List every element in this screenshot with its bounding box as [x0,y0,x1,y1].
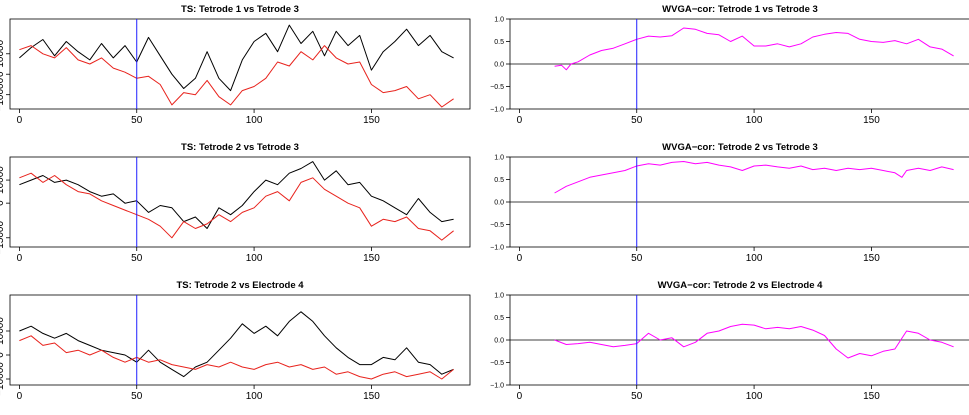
panel-6: WVGA−cor: Tetrode 2 vs Electrode 4 0 50 100… [490,280,969,402]
y-tick-label: −1.0 [490,107,504,114]
x-tick-label: 150 [863,115,880,126]
y-tick-label: −0.5 [490,222,504,229]
y-tick-label: 0 [0,200,6,206]
panel-3: TS: Tetrode 2 vs Tetrode 3 0 50 100 150 −1500… [0,142,471,264]
x-tick-label: 0 [17,253,23,264]
y-tick-label: −15000 [0,221,6,255]
x-tick-label: 50 [631,115,643,126]
plot-area [510,19,969,109]
x-tick-label: 150 [363,391,380,402]
series-line-2 [19,335,454,380]
y-tick-label: −1.0 [490,245,504,252]
y-tick-label: 0 [0,352,6,358]
panel-title: TS: Tetrode 1 vs Tetrode 3 [181,4,299,15]
x-axis: 0 50 100 150 [517,385,880,402]
x-tick-label: 50 [631,253,643,264]
series-line-1 [19,161,454,229]
y-axis: −15000 0 10000 [0,166,10,255]
series-line-2 [19,172,454,241]
x-tick-label: 150 [863,391,880,402]
x-tick-label: 150 [863,253,880,264]
y-tick-label: 1.0 [494,155,504,162]
x-tick-label: 50 [131,391,143,402]
series-line-1 [554,27,954,71]
x-tick-label: 0 [517,253,523,264]
x-axis: 0 50 100 150 [17,247,380,264]
y-tick-label: 10000 [0,39,6,67]
series-line-1 [19,24,454,92]
y-tick-label: −0.5 [490,360,504,367]
plot-frame [9,18,471,110]
plot-area [510,157,969,247]
x-axis: 0 50 100 150 [517,109,880,126]
x-tick-label: 100 [746,253,763,264]
y-tick-label: 0.0 [494,200,504,207]
x-tick-label: 150 [363,253,380,264]
x-tick-label: 100 [746,115,763,126]
panel-4: WVGA−cor: Tetrode 2 vs Tetrode 3 0 50 100 15… [490,142,969,264]
x-tick-label: 100 [246,115,263,126]
panel-5: TS: Tetrode 2 vs Electrode 4 0 50 100 150 −10… [0,280,471,402]
y-axis: −1.0 −0.5 0.0 0.5 1.0 [490,155,510,252]
x-tick-label: 0 [517,391,523,402]
y-tick-label: 10000 [0,166,6,194]
panel-title: TS: Tetrode 2 vs Electrode 4 [176,280,304,291]
x-tick-label: 0 [517,115,523,126]
plot-area [19,295,454,385]
x-tick-label: 100 [746,391,763,402]
x-tick-label: 100 [246,253,263,264]
y-axis: −10000 0 10000 [0,317,10,396]
panel-title: TS: Tetrode 2 vs Tetrode 3 [181,142,299,153]
plot-area [19,157,454,247]
x-tick-label: 50 [131,115,143,126]
y-tick-label: −10000 [0,77,6,111]
series-line-1 [554,161,954,194]
y-tick-label: −10000 [0,362,6,396]
plot-frame [9,156,471,248]
x-tick-label: 50 [131,253,143,264]
y-tick-label: 1.0 [494,293,504,300]
x-axis: 0 50 100 150 [17,385,380,402]
y-tick-label: 10000 [0,317,6,345]
x-axis: 0 50 100 150 [17,109,380,126]
y-tick-label: −1.0 [490,383,504,390]
panel-title: WVGA−cor: Tetrode 1 vs Tetrode 3 [662,4,818,15]
series-line-1 [19,311,454,378]
series-line-2 [19,45,454,108]
plot-frame [9,294,471,386]
panel-title: WVGA−cor: Tetrode 2 vs Electrode 4 [658,280,824,291]
y-tick-label: 0.0 [494,338,504,345]
y-axis: −1.0 −0.5 0.0 0.5 1.0 [490,17,510,114]
plot-area [510,295,969,385]
plot-area [19,19,454,109]
y-tick-label: −0.5 [490,84,504,91]
y-tick-label: 1.0 [494,17,504,24]
y-tick-label: 0.5 [494,177,504,184]
y-axis: −100000 10000 [0,39,10,112]
y-tick-label: 0.5 [494,39,504,46]
x-tick-label: 0 [17,115,23,126]
series-line-1 [554,323,954,359]
panel-1: TS: Tetrode 1 vs Tetrode 3 0 50 100 150 −1000… [0,4,471,126]
y-tick-label: 0 [0,71,6,77]
y-axis: −1.0 −0.5 0.0 0.5 1.0 [490,293,510,390]
y-tick-label: 0.5 [494,315,504,322]
panel-title: WVGA−cor: Tetrode 2 vs Tetrode 3 [662,142,818,153]
panel-2: WVGA−cor: Tetrode 1 vs Tetrode 3 0 50 100 15… [490,4,969,126]
y-tick-label: 0.0 [494,62,504,69]
x-axis: 0 50 100 150 [517,247,880,264]
x-tick-label: 100 [246,391,263,402]
x-tick-label: 150 [363,115,380,126]
x-tick-label: 50 [631,391,643,402]
x-tick-label: 0 [17,391,23,402]
